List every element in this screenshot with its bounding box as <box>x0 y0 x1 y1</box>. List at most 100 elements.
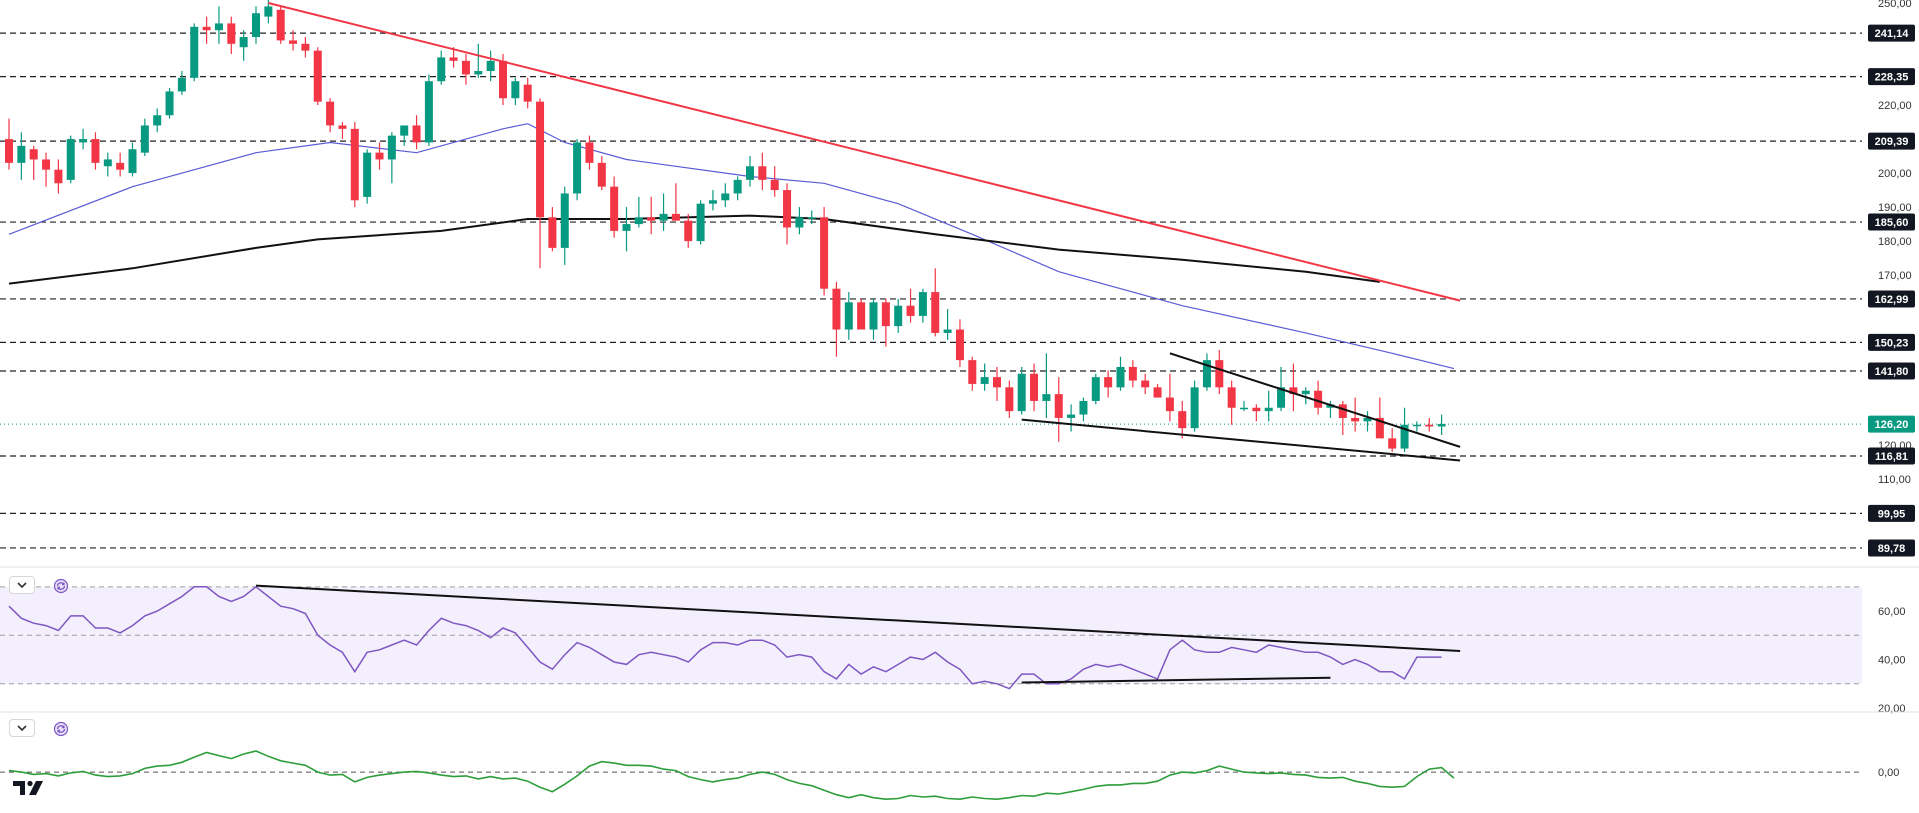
candle-down[interactable] <box>1141 380 1150 388</box>
candle-up[interactable] <box>634 217 643 225</box>
candle-down[interactable] <box>1165 397 1174 412</box>
candle-down[interactable] <box>499 60 507 99</box>
rsi-collapse-button[interactable] <box>9 576 35 594</box>
candle-up[interactable] <box>1400 424 1409 449</box>
candle-down[interactable] <box>783 190 792 228</box>
candle-up[interactable] <box>980 377 989 384</box>
candle-up[interactable] <box>103 159 112 167</box>
candle-down[interactable] <box>412 125 421 143</box>
candle-down[interactable] <box>857 302 866 330</box>
candle-up[interactable] <box>659 213 668 221</box>
candle-up[interactable] <box>190 26 199 78</box>
candle-up[interactable] <box>1240 407 1248 410</box>
candle-down[interactable] <box>1338 404 1347 418</box>
candle-down[interactable] <box>993 377 1001 388</box>
candle-down[interactable] <box>1425 424 1434 427</box>
candle-down[interactable] <box>350 128 359 201</box>
candle-down[interactable] <box>1054 394 1063 418</box>
candle-down[interactable] <box>523 84 532 102</box>
candle-up[interactable] <box>66 139 75 180</box>
candle-up[interactable] <box>1017 373 1026 412</box>
candle-up[interactable] <box>424 81 433 143</box>
candle-down[interactable] <box>597 162 606 187</box>
candle-up[interactable] <box>1363 417 1372 422</box>
candle-down[interactable] <box>313 50 322 102</box>
candle-down[interactable] <box>1375 417 1384 439</box>
candle-down[interactable] <box>91 139 100 163</box>
trendlines[interactable] <box>268 2 1461 462</box>
oscillator-collapse-button[interactable] <box>9 719 35 737</box>
candle-up[interactable] <box>511 81 520 99</box>
candle-up[interactable] <box>1202 360 1211 388</box>
wedge-upper-trendline[interactable] <box>1169 352 1461 448</box>
candle-down[interactable] <box>536 101 545 218</box>
candle-down[interactable] <box>610 186 619 231</box>
candle-up[interactable] <box>165 91 174 116</box>
candle-down[interactable] <box>54 169 63 184</box>
candle-down[interactable] <box>276 9 285 41</box>
candle-up[interactable] <box>1437 424 1446 427</box>
candle-down[interactable] <box>301 43 310 51</box>
candle-down[interactable] <box>449 57 458 61</box>
candle-up[interactable] <box>474 71 483 75</box>
candle-down[interactable] <box>5 139 13 163</box>
candle-up[interactable] <box>1412 424 1421 427</box>
candle-down[interactable] <box>881 302 890 327</box>
candle-down[interactable] <box>968 360 977 384</box>
candle-up[interactable] <box>1067 414 1076 418</box>
candle-down[interactable] <box>1351 417 1360 422</box>
candle-down[interactable] <box>1178 411 1187 429</box>
candle-up[interactable] <box>943 329 952 333</box>
candle-up[interactable] <box>214 23 223 31</box>
candle-down[interactable] <box>684 220 693 242</box>
candle-down[interactable] <box>770 179 779 191</box>
candle-down[interactable] <box>1005 387 1014 412</box>
candle-up[interactable] <box>622 224 631 231</box>
candle-down[interactable] <box>116 162 125 170</box>
candle-up[interactable] <box>918 292 927 316</box>
candle-up[interactable] <box>486 60 495 72</box>
candle-down[interactable] <box>338 125 347 129</box>
candle-up[interactable] <box>708 200 717 204</box>
candle-up[interactable] <box>795 217 804 228</box>
candle-up[interactable] <box>387 135 396 160</box>
candle-up[interactable] <box>239 37 248 48</box>
long-term-resistance-trendline[interactable] <box>268 2 1461 302</box>
candle-down[interactable] <box>1252 407 1261 412</box>
candle-up[interactable] <box>1091 377 1100 401</box>
candle-up[interactable] <box>252 13 260 38</box>
candle-up[interactable] <box>733 179 742 194</box>
rsi-sync-button[interactable] <box>52 577 70 595</box>
wedge-lower-trendline[interactable] <box>1021 418 1461 462</box>
candle-down[interactable] <box>820 217 829 289</box>
candle-down[interactable] <box>29 149 38 160</box>
candle-down[interactable] <box>1128 366 1137 381</box>
candle-down[interactable] <box>1314 390 1323 408</box>
candle-down[interactable] <box>955 329 964 361</box>
candle-up[interactable] <box>894 305 903 327</box>
candle-up[interactable] <box>573 142 582 194</box>
candle-up[interactable] <box>153 115 162 126</box>
candle-up[interactable] <box>1264 407 1273 412</box>
candle-up[interactable] <box>1190 387 1199 429</box>
candle-up[interactable] <box>177 77 186 92</box>
candle-down[interactable] <box>548 217 557 248</box>
candle-down[interactable] <box>1388 438 1397 449</box>
candle-down[interactable] <box>671 213 680 221</box>
candle-up[interactable] <box>869 302 878 330</box>
candle-down[interactable] <box>585 142 594 163</box>
candle-down[interactable] <box>758 166 767 180</box>
candle-down[interactable] <box>1289 387 1298 395</box>
candle-down[interactable] <box>326 101 335 126</box>
candle-up[interactable] <box>400 125 409 136</box>
candle-up[interactable] <box>363 152 372 197</box>
candle-down[interactable] <box>832 288 841 330</box>
candle-up[interactable] <box>264 6 273 17</box>
candle-down[interactable] <box>202 26 211 31</box>
candle-down[interactable] <box>1227 387 1236 408</box>
candle-down[interactable] <box>1215 360 1224 388</box>
candle-up[interactable] <box>560 193 569 248</box>
rsi-support-trendline[interactable] <box>1021 676 1331 684</box>
candle-up[interactable] <box>437 57 446 82</box>
candle-down[interactable] <box>931 292 940 333</box>
